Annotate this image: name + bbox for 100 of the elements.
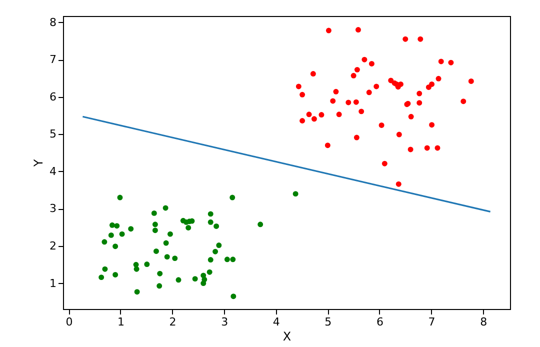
y-tick-label: 7: [50, 53, 56, 66]
point: [300, 118, 306, 124]
point: [324, 142, 330, 148]
point: [346, 100, 352, 106]
point: [192, 276, 198, 282]
point: [292, 191, 298, 197]
y-tick-label: 5: [50, 128, 56, 141]
x-axis-title: X: [282, 330, 292, 344]
point: [336, 112, 342, 118]
point: [354, 66, 360, 72]
point: [326, 28, 332, 34]
point: [202, 276, 208, 282]
y-tick-label: 1: [50, 276, 56, 290]
point: [206, 269, 212, 275]
point: [330, 98, 336, 104]
point: [98, 274, 104, 280]
point: [434, 145, 440, 151]
point: [163, 240, 169, 246]
point: [186, 225, 192, 230]
point: [402, 36, 408, 42]
point: [108, 232, 114, 238]
point: [167, 231, 173, 237]
x-tick-label: 4: [272, 316, 280, 328]
point: [164, 254, 170, 260]
point: [296, 84, 302, 90]
x-tick-label: 2: [169, 316, 176, 328]
point: [153, 248, 159, 254]
point: [311, 116, 317, 122]
point: [378, 122, 384, 128]
point: [134, 266, 140, 272]
point: [102, 266, 108, 272]
point: [224, 256, 230, 262]
point: [230, 256, 236, 262]
x-tick-label: 3: [221, 316, 228, 328]
point: [436, 76, 442, 82]
point: [356, 27, 361, 33]
x-tick-label: 8: [480, 316, 488, 328]
point: [460, 98, 466, 104]
point: [212, 248, 218, 254]
point: [208, 211, 214, 217]
y-tick-label: 3: [50, 202, 56, 216]
point: [102, 239, 108, 245]
point: [128, 226, 134, 232]
point: [416, 90, 422, 96]
point: [429, 81, 435, 87]
point: [448, 60, 454, 66]
point: [306, 112, 312, 118]
point: [310, 71, 316, 77]
point: [112, 244, 118, 250]
x-tick-label: 5: [324, 316, 332, 328]
point: [358, 108, 364, 114]
x-tick-label: 1: [117, 316, 124, 328]
point: [112, 272, 118, 278]
point: [396, 132, 402, 138]
point: [152, 228, 158, 234]
point: [230, 294, 236, 300]
point: [157, 270, 163, 276]
point: [172, 256, 178, 262]
point: [114, 223, 120, 229]
point: [119, 231, 125, 237]
point: [109, 222, 115, 228]
point: [208, 219, 214, 225]
point: [429, 122, 435, 128]
point: [176, 277, 182, 283]
x-tick-label: 6: [376, 316, 384, 328]
point: [353, 99, 359, 105]
point: [117, 194, 123, 200]
point: [151, 210, 157, 216]
point: [333, 88, 339, 94]
point: [134, 289, 140, 295]
point: [230, 194, 236, 200]
point: [408, 114, 414, 120]
point: [152, 222, 158, 228]
point: [416, 100, 422, 106]
point: [366, 90, 372, 96]
point: [438, 58, 444, 64]
point: [468, 78, 474, 84]
y-tick-label: 2: [50, 240, 56, 252]
y-tick-label: 6: [50, 90, 56, 104]
point: [424, 145, 430, 151]
point: [362, 56, 368, 62]
y-tick-label: 8: [50, 16, 56, 29]
point: [408, 146, 414, 152]
point: [214, 224, 220, 229]
point: [368, 60, 374, 66]
point: [300, 92, 306, 98]
point: [144, 262, 150, 267]
point: [258, 222, 264, 228]
point: [156, 283, 162, 289]
point: [208, 257, 214, 263]
point: [350, 72, 356, 78]
point: [216, 242, 222, 248]
point: [396, 181, 402, 187]
x-tick-label: 7: [428, 316, 436, 328]
point: [162, 205, 168, 211]
point: [418, 36, 424, 42]
point: [374, 84, 380, 90]
point: [318, 112, 324, 118]
y-tick-label: 4: [50, 164, 56, 178]
point: [382, 160, 388, 166]
